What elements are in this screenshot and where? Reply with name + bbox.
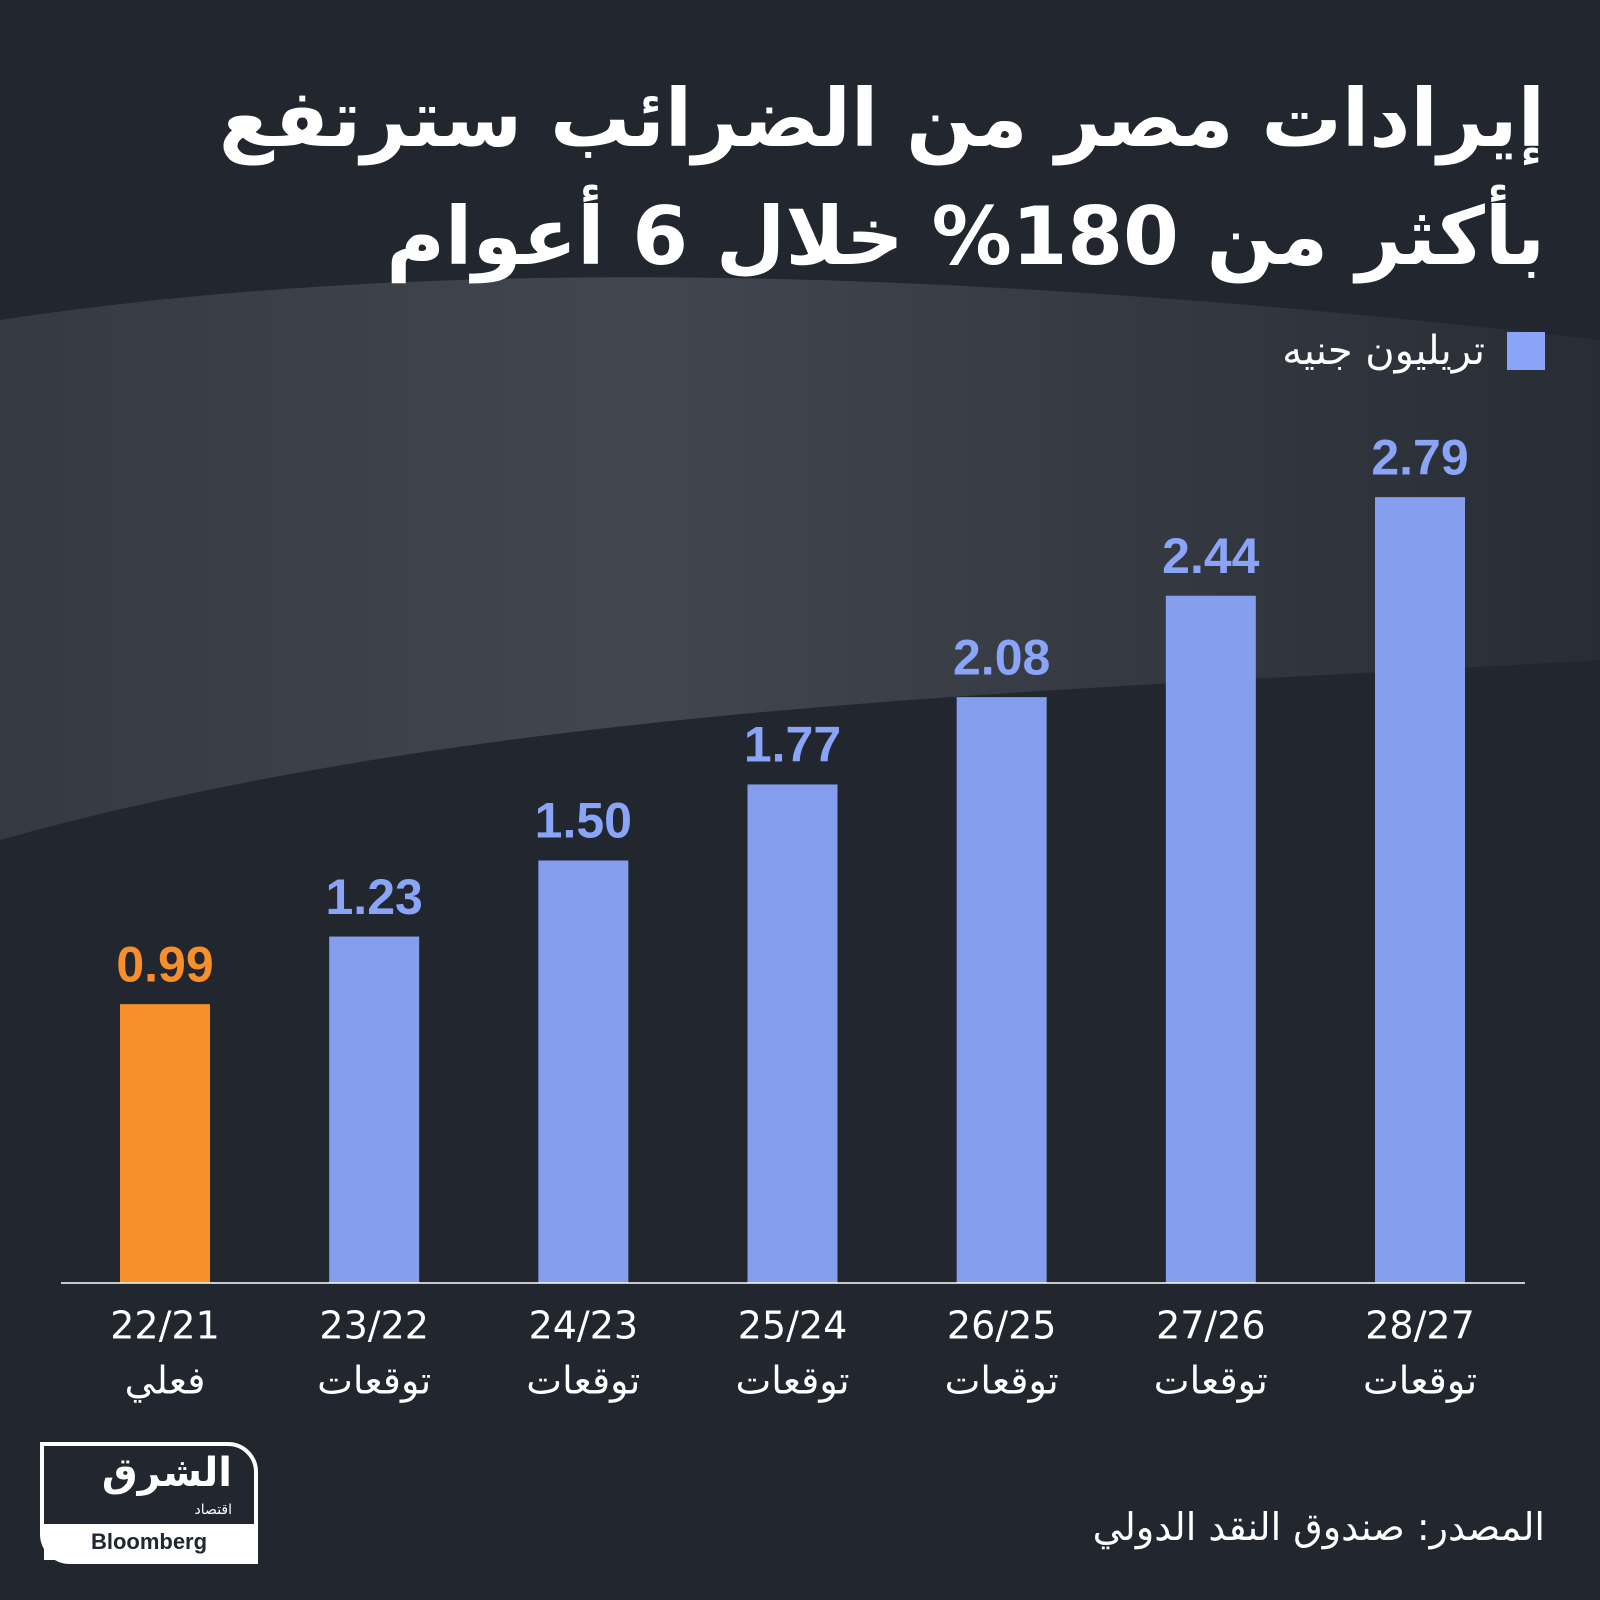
x-tick-label: 26/25 [947, 1304, 1057, 1348]
title: إيرادات مصر من الضرائب سترتفع بأكثر من 1… [219, 60, 1545, 296]
bar [747, 784, 838, 1283]
x-tick-sublabel: توقعات [317, 1359, 431, 1404]
x-tick-label: 22/21 [110, 1304, 220, 1348]
bar [1165, 595, 1256, 1283]
logo: الشرق اقتصاد مع Bloomberg [40, 1442, 258, 1564]
x-tick-label: 24/23 [529, 1304, 639, 1348]
logo-sub: اقتصاد [194, 1502, 232, 1518]
bar [329, 936, 420, 1283]
legend-label: تريليون جنيه [1282, 328, 1485, 374]
logo-partner: Bloomberg [44, 1524, 254, 1560]
value-label: 2.79 [1371, 429, 1468, 485]
value-label: 2.08 [953, 629, 1050, 685]
background-band [0, 277, 1600, 841]
value-label: 2.44 [1162, 528, 1260, 584]
legend: تريليون جنيه [1282, 328, 1545, 374]
logo-name: الشرق [101, 1450, 232, 1496]
x-tick-sublabel: فعلي [125, 1359, 206, 1403]
x-tick-label: 23/22 [319, 1304, 429, 1348]
value-label: 1.77 [744, 717, 841, 773]
x-tick-sublabel: توقعات [1363, 1359, 1477, 1404]
source: المصدر: صندوق النقد الدولي [1092, 1505, 1545, 1549]
plot: 0.99 22/21 فعلي 1.23 23/22 توقعات 1.50 24/23 توق… [61, 429, 1525, 1404]
x-tick-sublabel: توقعات [526, 1359, 640, 1404]
value-label: 1.50 [535, 793, 632, 849]
x-tick-sublabel: توقعات [735, 1359, 849, 1404]
legend-swatch [1507, 332, 1545, 370]
x-tick-label: 28/27 [1365, 1304, 1475, 1348]
value-label: 1.23 [326, 869, 423, 925]
value-label: 0.99 [116, 936, 213, 992]
title-line: إيرادات مصر من الضرائب سترتفع [218, 72, 1545, 165]
title-line: بأكثر من 180% خلال 6 أعوام [386, 190, 1545, 283]
bar [956, 697, 1047, 1283]
bar [1375, 497, 1465, 1283]
bar [538, 860, 629, 1283]
x-tick-sublabel: توقعات [1154, 1359, 1268, 1404]
x-tick-label: 25/24 [738, 1304, 848, 1348]
x-tick-sublabel: توقعات [945, 1359, 1059, 1404]
bar [120, 1004, 210, 1283]
x-tick-label: 27/26 [1156, 1304, 1266, 1348]
